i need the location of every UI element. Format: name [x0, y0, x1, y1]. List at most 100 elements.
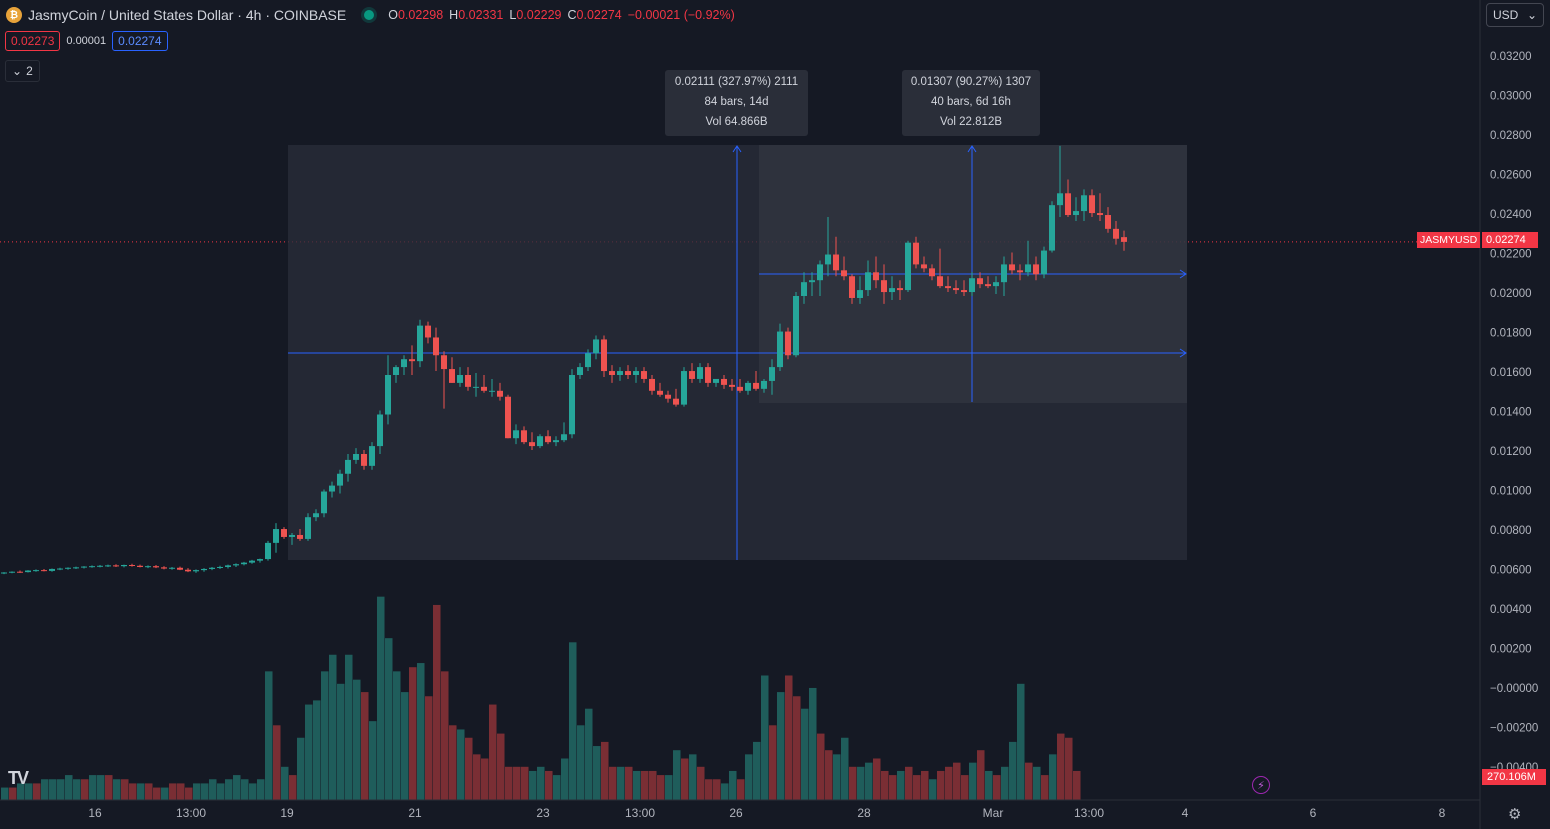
indicators-collapse-button[interactable]: ⌄ 2 — [5, 60, 40, 82]
time-tick-label: 28 — [857, 806, 871, 820]
candle-body — [705, 367, 711, 383]
volume-bar — [657, 775, 665, 800]
volume-bar — [865, 762, 873, 800]
volume-bar — [369, 721, 377, 800]
gear-icon[interactable]: ⚙ — [1508, 806, 1522, 823]
candle-body — [241, 562, 247, 565]
symbol-title[interactable]: JasmyCoin / United States Dollar · 4h · … — [28, 7, 347, 23]
candle-body — [665, 394, 671, 399]
candle-body — [689, 371, 695, 379]
volume-bar — [785, 675, 793, 800]
tradingview-logo-icon[interactable]: TV — [8, 768, 29, 788]
price-tick-label: 0.02600 — [1490, 170, 1532, 182]
last-price-badge: 0.02274 — [1482, 232, 1538, 248]
volume-bar — [689, 754, 697, 800]
volume-bar — [361, 692, 369, 800]
candle-body — [361, 454, 367, 466]
candlesticks — [1, 145, 1127, 575]
candle-body — [81, 566, 87, 568]
candle-body — [1025, 264, 1031, 273]
volume-bar — [169, 783, 177, 800]
volume-bar — [65, 775, 73, 800]
sell-price-button[interactable]: 0.02273 — [5, 31, 61, 51]
lightning-icon[interactable]: ⚡ — [1252, 776, 1270, 794]
candle-body — [161, 567, 167, 569]
volume-bar — [305, 704, 313, 800]
candle-body — [681, 371, 687, 405]
measure-tooltip-line: 0.02111 (327.97%) 2111 — [674, 76, 799, 88]
volume-bar — [209, 779, 217, 800]
volume-bar — [449, 725, 457, 800]
candle-body — [465, 375, 471, 387]
candle-body — [513, 430, 519, 439]
price-tick-label: 0.02000 — [1490, 288, 1532, 300]
currency-select[interactable]: USD ⌄ — [1486, 3, 1544, 27]
volume-bar — [241, 779, 249, 800]
volume-bar — [969, 762, 977, 800]
candle-body — [281, 529, 287, 537]
volume-bar — [849, 766, 857, 800]
volume-bar — [881, 770, 889, 800]
candle-body — [897, 288, 903, 291]
volume-bar — [721, 783, 729, 800]
candle-body — [809, 280, 815, 283]
candle-body — [777, 331, 783, 368]
volume-bar — [17, 783, 25, 800]
volume-bar — [329, 654, 337, 800]
candle-body — [617, 371, 623, 375]
jasmy-coin-logo-icon: ₿ — [6, 7, 22, 23]
time-tick-label: 21 — [408, 806, 422, 820]
volume-bar — [985, 770, 993, 800]
candle-body — [865, 272, 871, 291]
price-tick-label: 0.00600 — [1490, 565, 1532, 577]
candle-body — [905, 242, 911, 291]
volume-bar — [841, 737, 849, 800]
candle-body — [481, 386, 487, 391]
volume-bar — [233, 775, 241, 800]
volume-bar — [337, 683, 345, 800]
candle-body — [1049, 205, 1055, 251]
volume-bar — [345, 654, 353, 800]
candle-body — [329, 485, 335, 492]
candle-body — [1017, 270, 1023, 273]
volume-bar — [281, 766, 289, 800]
candle-body — [913, 242, 919, 265]
candle-body — [353, 454, 359, 460]
volume-bar — [25, 783, 33, 800]
measure-1-arrow-up-icon — [732, 145, 742, 153]
time-tick-label: 13:00 — [1074, 806, 1104, 820]
candle-body — [737, 386, 743, 391]
volume-bar — [529, 770, 537, 800]
price-tick-label: 0.01200 — [1490, 446, 1532, 458]
volume-bar — [569, 642, 577, 800]
volume-bar — [113, 779, 121, 800]
candle-body — [969, 278, 975, 293]
candle-body — [761, 380, 767, 389]
candle-body — [433, 337, 439, 356]
ohlc-close-key: C — [567, 8, 577, 22]
candle-body — [633, 371, 639, 375]
candle-body — [417, 325, 423, 362]
candle-body — [169, 567, 175, 569]
volume-bar — [193, 783, 201, 800]
volume-bar — [433, 604, 441, 800]
buy-price-button[interactable]: 0.02274 — [112, 31, 168, 51]
candle-body — [1081, 195, 1087, 212]
candle-body — [409, 359, 415, 362]
volume-bar — [49, 779, 57, 800]
volume-bar — [1001, 766, 1009, 800]
volume-bar — [1065, 737, 1073, 800]
candle-body — [449, 369, 455, 383]
market-open-status-icon[interactable] — [364, 10, 375, 20]
candle-body — [1089, 195, 1095, 214]
measure-tooltip-2: 0.01307 (90.27%) 1307 40 bars, 6d 16h Vo… — [902, 70, 1040, 136]
candle-body — [1097, 213, 1103, 216]
measure-tooltip-line: 84 bars, 14d — [704, 96, 769, 108]
candle-body — [473, 386, 479, 388]
volume-bar — [585, 708, 593, 800]
volume-bar — [777, 692, 785, 800]
volume-bar — [1, 787, 9, 800]
candle-body — [697, 367, 703, 379]
measure-2-arrow-up-icon — [967, 145, 977, 153]
